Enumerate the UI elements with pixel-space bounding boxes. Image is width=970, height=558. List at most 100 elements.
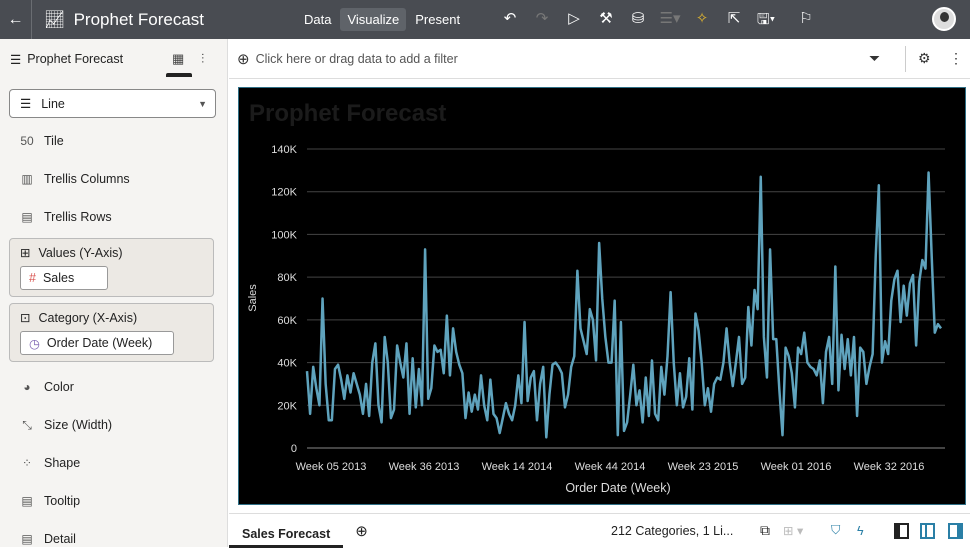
panel-left-icon[interactable] (894, 522, 909, 539)
properties-tab-icon[interactable]: ⫶ (201, 51, 205, 66)
y-tick-label: 0 (291, 443, 297, 455)
clock-icon: ◷ (29, 336, 40, 351)
tooltip-icon: ▤ (21, 494, 33, 508)
visualization[interactable]: Prophet Forecast Sales Order Date (Week)… (238, 87, 966, 505)
panel-right-icon[interactable] (948, 522, 963, 539)
back-arrow-icon[interactable]: ← (0, 0, 32, 39)
x-axis-label: Order Date (Week) (565, 481, 670, 495)
item-label: Shape (44, 456, 81, 470)
data-refresh-icon[interactable]: ⛁ (631, 10, 645, 27)
insights-icon[interactable]: ✧ (695, 10, 709, 27)
left-panel: ☰ Prophet Forecast ▦ ⫶ ☰ Line ▼ 50 Tile ▥… (0, 39, 228, 547)
rows-icon: ▤ (21, 210, 33, 224)
item-label: Detail (44, 532, 76, 546)
item-trellis-columns[interactable]: ▥ Trellis Columns (0, 160, 227, 198)
item-label: Trellis Columns (44, 172, 130, 186)
y-tick-label: 20K (277, 400, 297, 412)
item-label: Color (44, 380, 74, 394)
app-title: Prophet Forecast (73, 9, 204, 29)
item-tooltip[interactable]: ▤ Tooltip (0, 482, 227, 520)
top-bar: ← 📈︎ Prophet Forecast Data Visualize Pres… (0, 0, 970, 39)
play-icon[interactable]: ▷ (568, 10, 580, 27)
line-chart: Sales Order Date (Week) 0 20K 40K 60K 80K 100… (247, 144, 945, 495)
y-tick-label: 120K (271, 187, 297, 199)
tools-icon[interactable]: ⚒ (599, 10, 613, 27)
item-label: Size (Width) (44, 418, 113, 432)
grammar-tab-icon[interactable]: ▦ (172, 51, 185, 66)
panel-title: Prophet Forecast (27, 52, 124, 66)
filter-bar[interactable]: ⊕ Click here or drag data to add a filte… (229, 39, 970, 79)
item-tile[interactable]: 50 Tile (0, 122, 227, 160)
tile-icon: 50 (20, 134, 34, 148)
bookmark-icon[interactable]: ⚐ (799, 10, 813, 27)
x-tick-label: Week 32 2016 (854, 461, 925, 473)
x-tick-label: Week 05 2013 (296, 461, 367, 473)
item-trellis-rows[interactable]: ▤ Trellis Rows (0, 198, 227, 236)
more-icon[interactable]: ⋮ (949, 50, 963, 66)
chart-type-select[interactable]: ☰ Line ▼ (9, 89, 216, 118)
lightning-icon[interactable]: ϟ (857, 523, 864, 538)
measure-hash-icon: # (29, 271, 36, 285)
chart-type-value: Line (41, 96, 65, 111)
sales-pill[interactable]: # Sales (20, 266, 109, 290)
x-tick-label: Week 14 2014 (482, 461, 553, 473)
item-label: Trellis Rows (44, 210, 112, 224)
item-shape[interactable]: ⁘ Shape (0, 444, 227, 482)
well-label: Category (X-Axis) (38, 310, 138, 325)
y-axis-label: Sales (247, 284, 259, 312)
item-detail[interactable]: ▤ Detail (0, 520, 227, 558)
y-tick-label: 100K (271, 229, 297, 241)
canvas-tab-sales-forecast[interactable]: Sales Forecast (229, 514, 344, 548)
chart-icon: 📈︎ (44, 9, 66, 29)
mode-visualize[interactable]: Visualize (340, 8, 407, 31)
detail-icon: ▤ (21, 532, 33, 546)
canvas-settings-icon[interactable]: ⚙ (918, 50, 931, 66)
grid-icon: ⊞ ▾ (783, 524, 804, 538)
y-tick-label: 80K (277, 272, 297, 284)
chart-title: Prophet Forecast (249, 100, 447, 127)
attribute-icon: ⊡ (20, 311, 31, 325)
status-text: 212 Categories, 1 Li... (611, 523, 734, 538)
add-canvas-icon[interactable]: ⊕ (355, 522, 368, 540)
y-tick-label: 40K (277, 358, 297, 370)
y-tick-label: 60K (277, 315, 297, 327)
x-tick-label: Week 36 2013 (389, 461, 460, 473)
item-size[interactable]: ⤡ Size (Width) (0, 406, 227, 444)
divider (905, 46, 906, 72)
filter-placeholder[interactable]: Click here or drag data to add a filter (255, 51, 458, 66)
undo-icon[interactable]: ↶ (503, 10, 517, 27)
avatar[interactable] (932, 7, 956, 31)
item-label: Tile (44, 134, 64, 148)
notes-icon[interactable]: ☰▾ (659, 10, 681, 27)
add-filter-icon: ⊕ (237, 50, 250, 68)
layout-icon[interactable]: ⧉ (760, 522, 770, 538)
order-date-pill[interactable]: ◷ Order Date (Week) (20, 331, 174, 355)
line-chart-icon: ☰ (20, 97, 32, 111)
pill-label: Sales (42, 271, 75, 285)
export-icon[interactable]: ⇱ (727, 10, 741, 27)
x-tick-label: Week 23 2015 (668, 461, 739, 473)
x-tick-label: Week 01 2016 (761, 461, 832, 473)
pill-label: Order Date (Week) (46, 336, 153, 350)
item-color[interactable]: ◕ Color (0, 368, 227, 406)
active-tab-indicator (166, 73, 192, 77)
values-well[interactable]: ⊞ Values (Y-Axis) # Sales (9, 238, 214, 297)
brush-icon[interactable]: ⛉ (831, 523, 841, 537)
mode-data[interactable]: Data (304, 12, 332, 27)
chart-list-icon: ☰ (10, 52, 22, 67)
columns-icon: ▥ (21, 172, 33, 186)
item-label: Tooltip (44, 494, 81, 508)
well-label: Values (Y-Axis) (38, 245, 123, 260)
palette-icon: ◕ (23, 380, 31, 394)
panel-both-icon[interactable] (920, 522, 935, 539)
x-tick-label: Week 44 2014 (575, 461, 646, 473)
canvas: Prophet Forecast Sales Order Date (Week)… (229, 80, 970, 513)
resize-icon: ⤡ (22, 417, 32, 432)
shape-icon: ⁘ (21, 456, 33, 470)
category-well[interactable]: ⊡ Category (X-Axis) ◷ Order Date (Week) (9, 303, 214, 362)
filter-settings-icon[interactable]: ⏷ (869, 50, 881, 66)
mode-present[interactable]: Present (415, 12, 461, 27)
hash-grid-icon: ⊞ (20, 246, 31, 260)
bottom-bar: Sales Forecast ⊕ 212 Categories, 1 Li...… (229, 513, 970, 548)
save-icon[interactable]: 🖫▾ (756, 11, 776, 28)
